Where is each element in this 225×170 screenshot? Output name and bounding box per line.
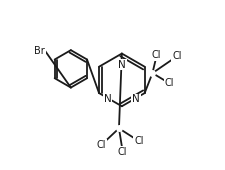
- Text: N: N: [132, 95, 140, 104]
- Text: Br: Br: [34, 46, 45, 56]
- Text: Cl: Cl: [152, 50, 162, 60]
- Text: Cl: Cl: [172, 52, 182, 61]
- Text: N: N: [104, 95, 112, 104]
- Text: N: N: [118, 60, 126, 70]
- Text: Cl: Cl: [97, 140, 106, 150]
- Text: Cl: Cl: [134, 136, 144, 146]
- Text: Cl: Cl: [118, 147, 127, 157]
- Text: Cl: Cl: [165, 78, 174, 88]
